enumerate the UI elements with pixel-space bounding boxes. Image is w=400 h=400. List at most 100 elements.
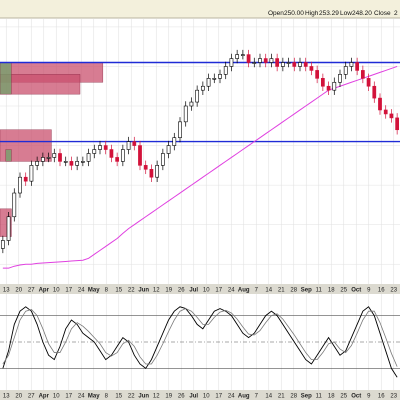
candle-body bbox=[298, 62, 302, 67]
bottom-date-tick-label: 24 bbox=[228, 394, 235, 400]
ohlc-close-label: Close bbox=[374, 10, 391, 17]
bottom-date-tick-label: 10 bbox=[53, 394, 60, 400]
candle-body bbox=[92, 149, 97, 154]
date-tick-label: Aug bbox=[238, 288, 250, 294]
ohlc-close-value: 2 bbox=[394, 10, 398, 17]
candle-body bbox=[98, 145, 102, 150]
date-tick-label: 28 bbox=[290, 288, 297, 294]
candle-body bbox=[206, 78, 211, 87]
date-tick-label: 19 bbox=[165, 288, 172, 294]
candle-body bbox=[109, 149, 114, 158]
candle-body bbox=[143, 165, 148, 170]
oscillator-series-line bbox=[2, 308, 398, 367]
candle-body bbox=[29, 165, 34, 182]
ohlc-low-value: 248.20 bbox=[352, 10, 372, 17]
date-tick-label: 22 bbox=[128, 288, 135, 294]
candle-body bbox=[389, 113, 394, 119]
ohlc-header: Open 250.00 High 253.29 Low 248.20 Close… bbox=[0, 0, 400, 19]
bottom-date-tick-label: 22 bbox=[128, 394, 135, 400]
candle-body bbox=[23, 176, 28, 182]
header-background bbox=[0, 0, 400, 18]
candle-body bbox=[46, 157, 51, 159]
candle-body bbox=[86, 153, 91, 162]
date-tick-label: 26 bbox=[178, 288, 185, 294]
date-tick-label: 17 bbox=[65, 288, 72, 294]
candle-body bbox=[166, 145, 171, 154]
date-tick-label: 10 bbox=[53, 288, 60, 294]
bottom-date-tick-label: 24 bbox=[78, 394, 85, 400]
candle-body bbox=[378, 97, 382, 111]
bottom-axis-background bbox=[0, 390, 400, 400]
date-tick-label: Oct bbox=[351, 288, 361, 294]
date-tick-label: 23 bbox=[390, 288, 397, 294]
bottom-date-tick-label: 7 bbox=[255, 394, 259, 400]
bottom-date-tick-label: 18 bbox=[328, 394, 335, 400]
candle-body bbox=[138, 145, 142, 166]
candle-body bbox=[275, 58, 280, 67]
date-tick-label: 18 bbox=[328, 288, 335, 294]
candle-body bbox=[338, 74, 342, 83]
candle-body bbox=[0, 240, 5, 249]
bottom-date-tick-label: 10 bbox=[203, 394, 210, 400]
bottom-date-tick-label: 25 bbox=[340, 394, 347, 400]
candle-body bbox=[69, 161, 74, 166]
date-tick-label: 16 bbox=[378, 288, 385, 294]
ohlc-open-label: Open bbox=[268, 10, 284, 17]
candle-body bbox=[229, 58, 234, 67]
candles bbox=[0, 49, 400, 254]
candle-body bbox=[189, 101, 194, 107]
candle-body bbox=[12, 192, 17, 218]
candle-body bbox=[252, 62, 257, 64]
ohlc-high-label: High bbox=[305, 10, 319, 17]
candle-body bbox=[320, 78, 325, 87]
candle-body bbox=[343, 66, 348, 75]
candle-body bbox=[383, 109, 388, 115]
zone-rect bbox=[5, 149, 12, 162]
horizontal-levels bbox=[0, 61, 400, 143]
zone-rect bbox=[0, 208, 12, 237]
bottom-date-tick-label: May bbox=[88, 394, 100, 400]
candle-body bbox=[246, 54, 251, 63]
candle-body bbox=[366, 78, 371, 87]
bottom-date-tick-label: Oct bbox=[351, 394, 361, 400]
date-tick-label: 24 bbox=[228, 288, 235, 294]
moving-average-line bbox=[2, 65, 398, 269]
candle-body bbox=[52, 153, 57, 158]
bottom-date-tick-label: 26 bbox=[178, 394, 185, 400]
date-tick-label: 9 bbox=[367, 288, 371, 294]
bottom-date-tick-label: 23 bbox=[390, 394, 397, 400]
candle-body bbox=[223, 66, 228, 75]
date-tick-label: 21 bbox=[278, 288, 285, 294]
candle-body bbox=[200, 85, 205, 91]
date-tick-label: May bbox=[88, 288, 100, 294]
date-tick-label: 24 bbox=[78, 288, 85, 294]
candle-body bbox=[35, 161, 40, 166]
candle-body bbox=[360, 70, 365, 79]
bottom-date-tick-label: 12 bbox=[153, 394, 160, 400]
bottom-date-tick-label: Jun bbox=[138, 394, 149, 400]
candle-body bbox=[315, 70, 320, 79]
candle-body bbox=[172, 137, 177, 146]
candle-body bbox=[355, 62, 360, 71]
candle-body bbox=[18, 176, 22, 194]
bottom-date-tick-label: 9 bbox=[367, 394, 371, 400]
date-tick-label: Jun bbox=[138, 288, 149, 294]
candle-body bbox=[120, 149, 125, 162]
date-tick-label: 25 bbox=[340, 288, 347, 294]
supply-demand-zones bbox=[0, 62, 104, 237]
candle-body bbox=[80, 161, 85, 163]
candle-body bbox=[75, 161, 80, 166]
price-panel bbox=[0, 19, 400, 284]
bottom-date-tick-label: Sep bbox=[301, 394, 312, 400]
date-tick-label: 20 bbox=[15, 288, 22, 294]
date-tick-label: 13 bbox=[3, 288, 10, 294]
date-tick-label: 7 bbox=[255, 288, 259, 294]
candle-body bbox=[332, 81, 337, 91]
oscillator-lines bbox=[2, 306, 398, 378]
candle-body bbox=[132, 141, 137, 146]
candle-body bbox=[195, 89, 200, 103]
candle-body bbox=[258, 58, 262, 63]
candle-body bbox=[6, 216, 11, 241]
bottom-date-tick-label: Aug bbox=[238, 394, 250, 400]
ohlc-low-label: Low bbox=[340, 10, 352, 17]
